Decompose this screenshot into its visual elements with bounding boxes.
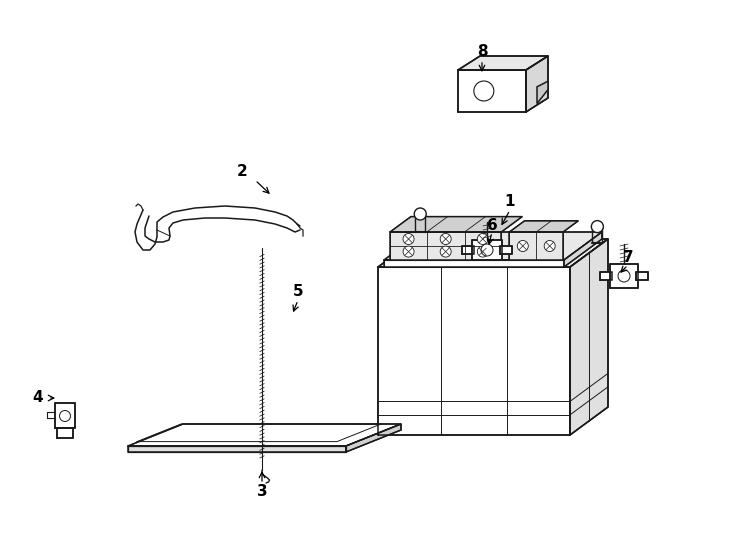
Circle shape xyxy=(474,81,494,101)
Polygon shape xyxy=(509,221,578,232)
Polygon shape xyxy=(570,239,608,435)
Circle shape xyxy=(477,233,488,245)
Polygon shape xyxy=(384,232,602,260)
Text: 4: 4 xyxy=(33,390,43,406)
Polygon shape xyxy=(564,232,602,267)
Polygon shape xyxy=(384,260,564,267)
Polygon shape xyxy=(509,232,563,260)
Circle shape xyxy=(403,246,414,257)
Circle shape xyxy=(618,270,630,282)
Circle shape xyxy=(481,244,493,256)
Polygon shape xyxy=(500,246,512,254)
Circle shape xyxy=(403,233,414,245)
Circle shape xyxy=(59,410,70,422)
Polygon shape xyxy=(600,272,612,280)
Text: 3: 3 xyxy=(257,484,267,500)
Polygon shape xyxy=(390,232,501,260)
Circle shape xyxy=(544,240,555,252)
Polygon shape xyxy=(636,272,648,280)
Polygon shape xyxy=(537,81,548,104)
Polygon shape xyxy=(610,264,638,288)
Circle shape xyxy=(440,233,451,245)
Text: 2: 2 xyxy=(236,165,247,179)
Polygon shape xyxy=(458,56,548,70)
Polygon shape xyxy=(390,217,523,232)
Text: 7: 7 xyxy=(622,251,633,266)
Polygon shape xyxy=(378,267,570,435)
Circle shape xyxy=(414,208,426,220)
Circle shape xyxy=(517,240,528,252)
Circle shape xyxy=(592,221,603,233)
Polygon shape xyxy=(128,424,401,446)
Polygon shape xyxy=(526,56,548,112)
Polygon shape xyxy=(128,446,346,452)
Polygon shape xyxy=(346,424,401,452)
Polygon shape xyxy=(57,428,73,438)
Polygon shape xyxy=(462,246,474,254)
Text: 8: 8 xyxy=(476,44,487,59)
Polygon shape xyxy=(472,240,502,260)
Polygon shape xyxy=(55,403,75,428)
Polygon shape xyxy=(378,239,608,267)
Text: 1: 1 xyxy=(505,194,515,210)
Circle shape xyxy=(440,246,451,257)
Text: 6: 6 xyxy=(487,218,498,233)
Polygon shape xyxy=(458,70,526,112)
Circle shape xyxy=(477,246,488,257)
Text: 5: 5 xyxy=(293,285,303,300)
